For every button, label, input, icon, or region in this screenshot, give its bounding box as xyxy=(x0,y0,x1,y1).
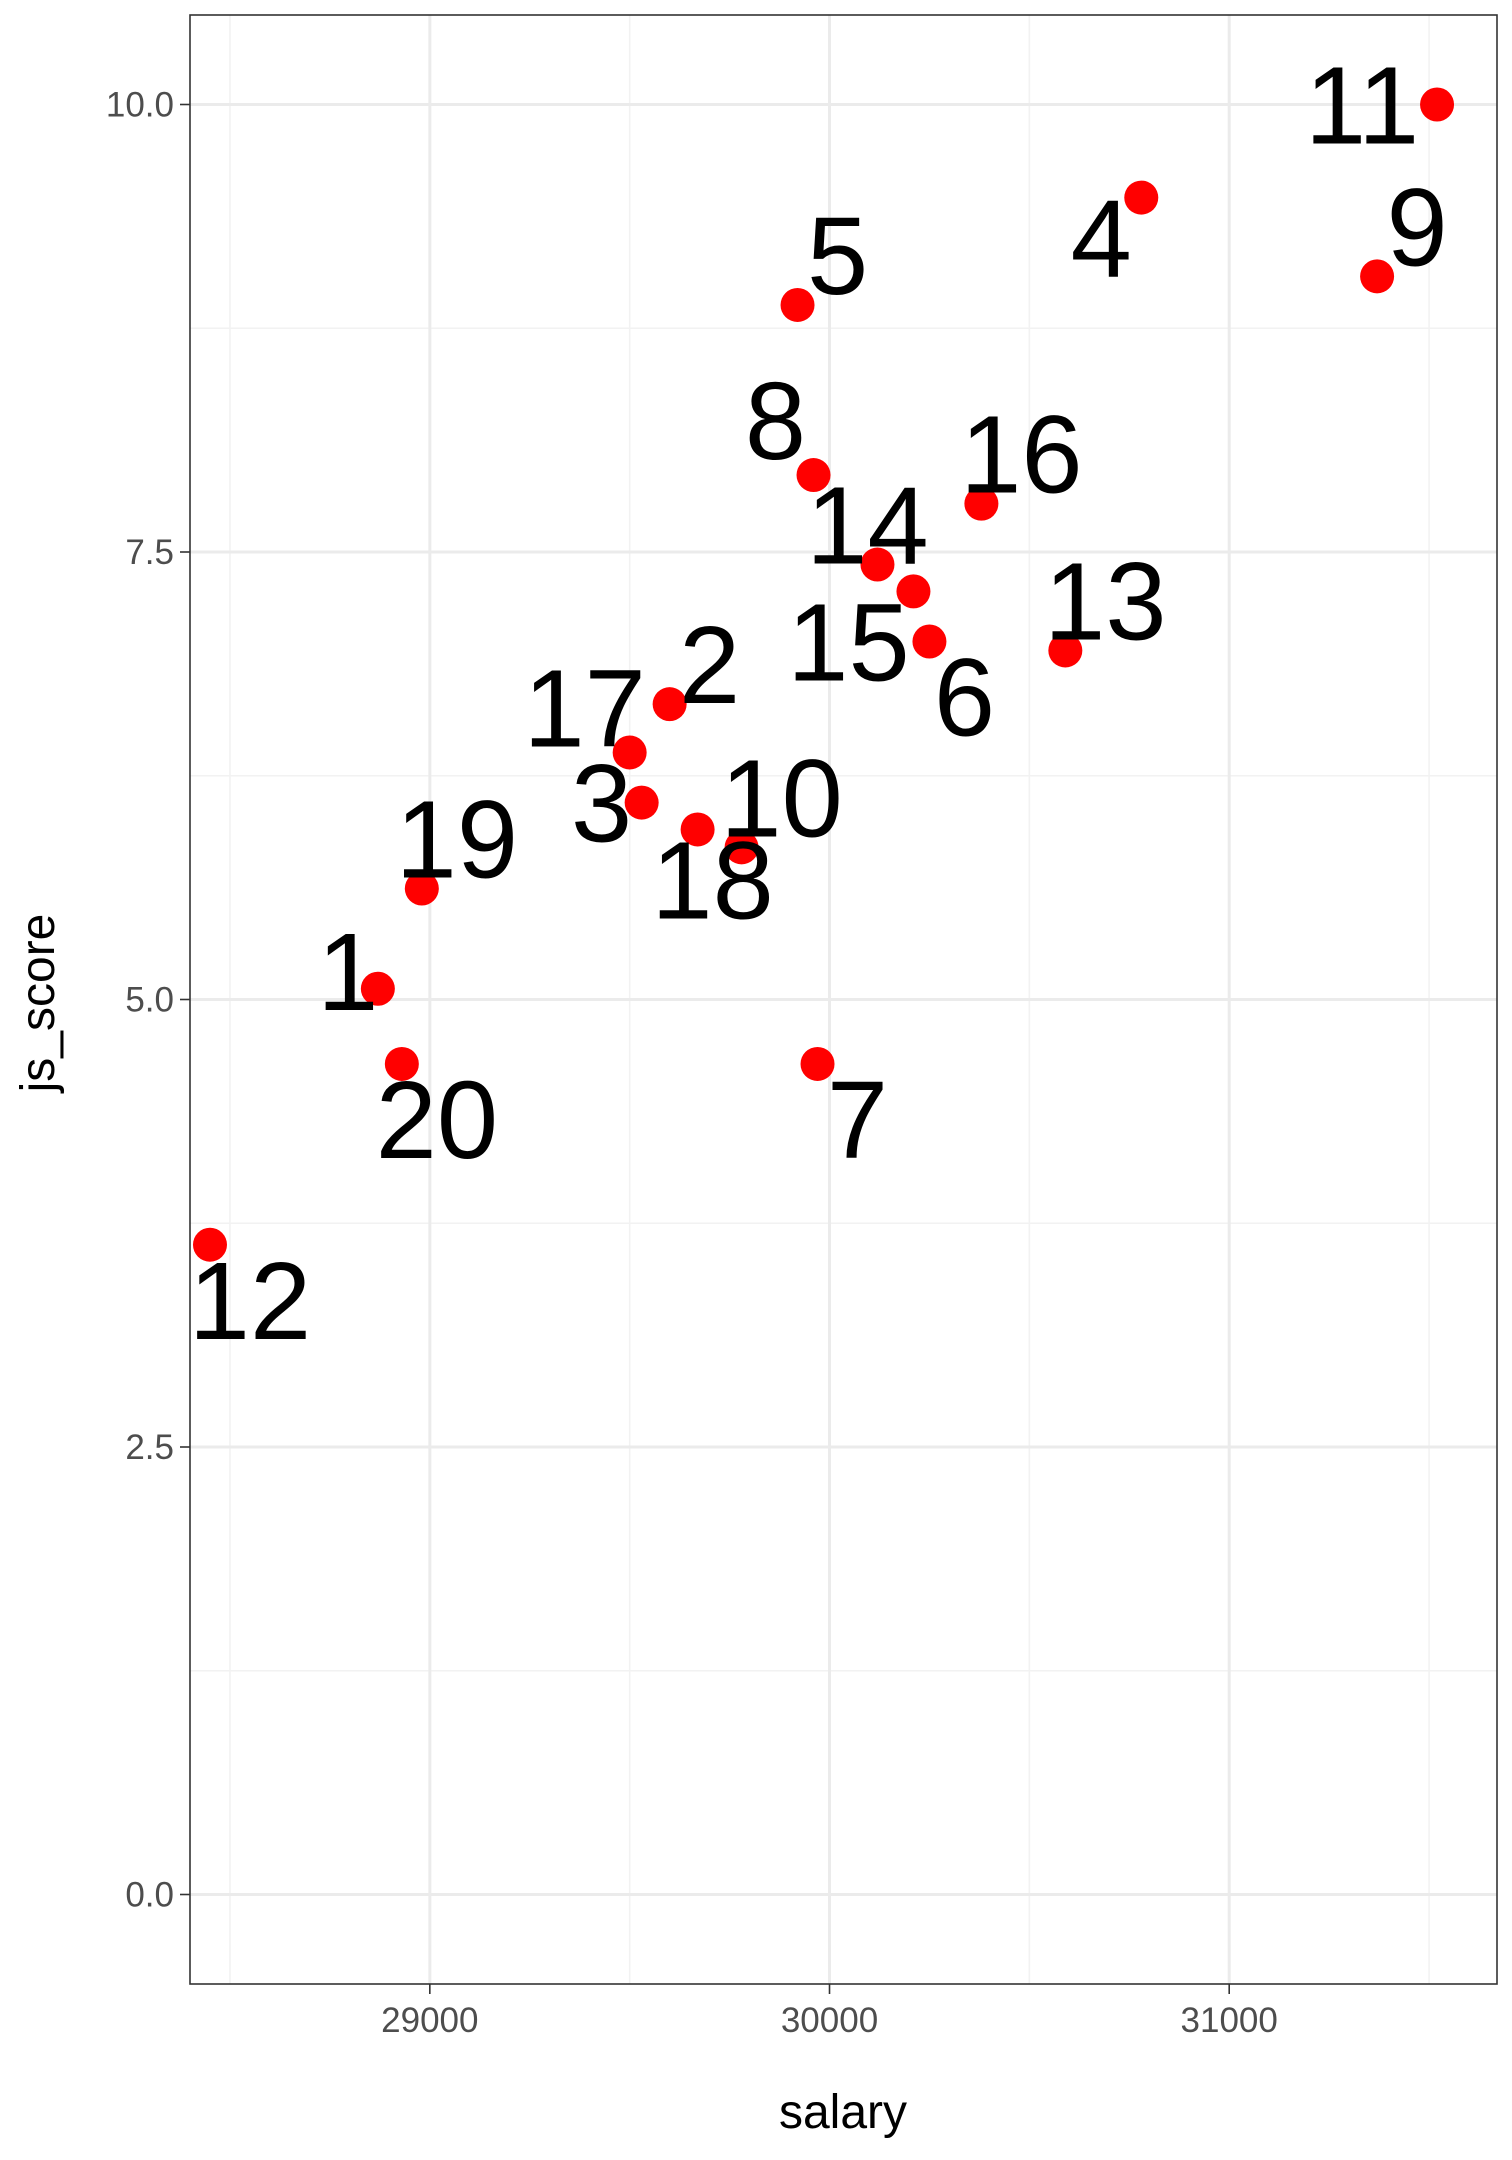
point-label: 1 xyxy=(317,911,378,1034)
point-label: 8 xyxy=(745,360,806,483)
y-tick-label: 2.5 xyxy=(125,1428,174,1467)
data-point xyxy=(1420,87,1455,122)
data-point xyxy=(652,687,687,722)
point-label: 3 xyxy=(571,743,632,866)
x-tick-label: 29000 xyxy=(381,2001,478,2040)
y-tick-label: 0.0 xyxy=(125,1876,174,1915)
y-axis-ticks: 0.0 2.5 5.0 7.5 10.0 xyxy=(106,86,190,1915)
data-point xyxy=(612,735,647,770)
data-point xyxy=(780,287,815,322)
x-tick-label: 30000 xyxy=(781,2001,878,2040)
data-point xyxy=(800,1046,835,1081)
point-label: 14 xyxy=(806,465,928,588)
point-label: 17 xyxy=(523,648,645,771)
point-label: 4 xyxy=(1071,178,1132,301)
data-point xyxy=(404,871,439,906)
point-label: 13 xyxy=(1044,541,1166,664)
data-points xyxy=(192,87,1455,1262)
y-axis-title: js_score xyxy=(12,914,65,1095)
data-point xyxy=(680,812,715,847)
data-point xyxy=(1124,180,1159,215)
point-label: 9 xyxy=(1386,166,1447,289)
point-label: 20 xyxy=(376,1059,498,1182)
y-tick-label: 5.0 xyxy=(125,981,174,1020)
point-label: 10 xyxy=(720,737,842,860)
point-label: 12 xyxy=(189,1240,311,1363)
point-label: 16 xyxy=(960,394,1082,517)
y-tick-label: 7.5 xyxy=(125,533,174,572)
data-point xyxy=(360,971,395,1006)
x-axis-title: salary xyxy=(779,2086,907,2139)
point-label: 18 xyxy=(651,820,773,943)
data-point xyxy=(860,547,895,582)
y-tick-label: 10.0 xyxy=(106,86,174,125)
point-label: 6 xyxy=(934,637,995,760)
x-axis-ticks: 29000 30000 31000 xyxy=(381,1984,1278,2040)
x-tick-label: 31000 xyxy=(1181,2001,1278,2040)
data-point xyxy=(192,1227,227,1262)
data-point xyxy=(896,574,931,609)
point-label: 5 xyxy=(807,195,868,318)
data-point xyxy=(912,624,947,659)
point-label: 11 xyxy=(1305,45,1419,168)
data-point xyxy=(384,1046,419,1081)
data-point xyxy=(624,785,659,820)
data-point xyxy=(1360,259,1395,294)
point-label: 2 xyxy=(679,604,740,727)
major-gridlines xyxy=(190,15,1497,1984)
data-point xyxy=(964,486,999,521)
data-point xyxy=(724,830,759,865)
point-label: 15 xyxy=(787,581,909,704)
data-point xyxy=(1048,633,1083,668)
point-label: 7 xyxy=(827,1059,888,1182)
data-point xyxy=(796,458,831,493)
point-label: 19 xyxy=(396,779,518,902)
